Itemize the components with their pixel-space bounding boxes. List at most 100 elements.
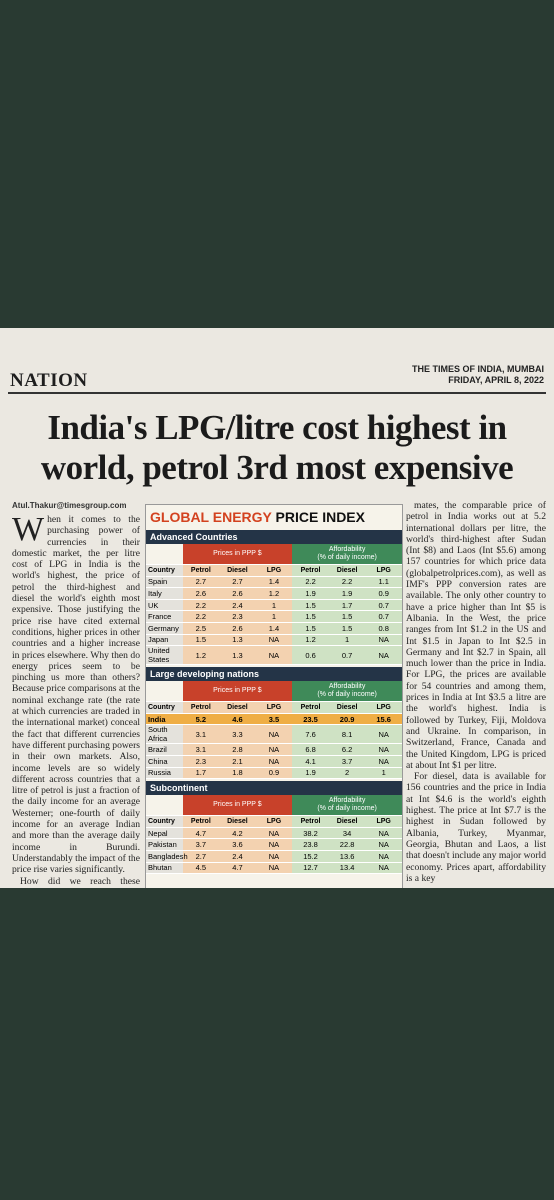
group-header-row: Prices in PPP $ Affordability (% of daily …	[146, 795, 402, 817]
value-cell: 2.5	[182, 622, 220, 635]
table-row: Germany 2.5 2.6 1.4 1.5 1.5 0.8	[146, 622, 402, 635]
value-cell: 4.7	[219, 862, 256, 875]
value-cell: NA	[365, 645, 402, 666]
country-cell: Russia	[146, 767, 183, 780]
country-cell: Pakistan	[146, 838, 183, 851]
column-header: Petrol	[292, 815, 329, 828]
column-header: LPG	[365, 815, 402, 828]
value-cell: 0.8	[365, 622, 402, 635]
table-row: UK 2.2 2.4 1 1.5 1.7 0.7	[146, 599, 402, 612]
value-cell: 2.7	[182, 576, 220, 589]
value-cell: 23.8	[292, 838, 329, 851]
group-title: Prices in PPP $	[213, 801, 262, 809]
value-cell: 23.5	[292, 713, 329, 726]
value-cell: NA	[255, 838, 293, 851]
table-title: GLOBAL ENERGY PRICE INDEX	[146, 505, 402, 528]
value-cell: NA	[255, 724, 293, 745]
group-header: Affordability (% of daily income)	[292, 795, 402, 817]
column-header-row: Country Petrol Diesel LPG Petrol Diesel LPG	[146, 564, 402, 577]
country-cell: Brazil	[146, 743, 183, 756]
column-header: Petrol	[182, 815, 220, 828]
value-cell: 3.1	[182, 724, 220, 745]
value-cell: 3.3	[219, 724, 256, 745]
section-name: Subcontinent	[146, 781, 402, 796]
table-row: Russia 1.7 1.8 0.9 1.9 2 1	[146, 767, 402, 780]
table-row: India 5.2 4.6 3.5 23.5 20.9 15.6	[146, 713, 402, 726]
country-cell: UK	[146, 599, 183, 612]
column-header: LPG	[255, 701, 293, 714]
value-cell: 4.7	[182, 827, 220, 840]
value-cell: 15.2	[292, 850, 329, 863]
value-cell: 1	[365, 767, 402, 780]
value-cell: NA	[255, 755, 293, 768]
table-row: Pakistan 3.7 3.6 NA 23.8 22.8 NA	[146, 838, 402, 851]
section-name: Advanced Countries	[146, 530, 402, 544]
country-cell: India	[146, 713, 183, 726]
table-row: Nepal 4.7 4.2 NA 38.2 34 NA	[146, 827, 402, 840]
value-cell: 1.7	[328, 599, 366, 612]
value-cell: NA	[365, 743, 402, 756]
value-cell: 1.7	[182, 767, 220, 780]
value-cell: 1.3	[219, 645, 256, 666]
column-header: Petrol	[182, 701, 220, 714]
value-cell: 4.6	[219, 713, 256, 726]
table-row: Bangladesh 2.7 2.4 NA 15.2 13.6 NA	[146, 850, 402, 863]
value-cell: 1.3	[219, 634, 256, 647]
group-header: Prices in PPP $	[182, 544, 293, 565]
group-subtitle: (% of daily income)	[317, 805, 377, 813]
value-cell: NA	[365, 755, 402, 768]
value-cell: NA	[365, 838, 402, 851]
group-header-row: Prices in PPP $ Affordability (% of daily …	[146, 681, 402, 703]
table-row: Spain 2.7 2.7 1.4 2.2 2.2 1.1	[146, 576, 402, 589]
table-row: Italy 2.6 2.6 1.2 1.9 1.9 0.9	[146, 587, 402, 600]
country-cell: China	[146, 755, 183, 768]
value-cell: 3.7	[182, 838, 220, 851]
value-cell: 8.1	[328, 724, 366, 745]
group-header-row: Prices in PPP $ Affordability (% of daily …	[146, 544, 402, 565]
column-header: Petrol	[182, 564, 220, 577]
column-header: LPG	[365, 564, 402, 577]
right-column: mates, the comparable price of petrol in…	[406, 500, 546, 884]
value-cell: 2.2	[182, 610, 220, 623]
value-cell: 13.4	[328, 862, 366, 875]
value-cell: 0.9	[365, 587, 402, 600]
section-name: NATION	[10, 370, 88, 391]
value-cell: 2.3	[219, 610, 256, 623]
value-cell: 1.5	[328, 610, 366, 623]
date: FRIDAY, APRIL 8, 2022	[448, 375, 544, 385]
table-row: South Africa 3.1 3.3 NA 7.6 8.1 NA	[146, 724, 402, 745]
value-cell: 1.8	[219, 767, 256, 780]
value-cell: 2	[328, 767, 366, 780]
group-header: Prices in PPP $	[182, 681, 293, 703]
column-header: LPG	[365, 701, 402, 714]
value-cell: 2.8	[219, 743, 256, 756]
value-cell: 22.8	[328, 838, 366, 851]
value-cell: 1.5	[328, 622, 366, 635]
group-subtitle: (% of daily income)	[317, 554, 377, 561]
value-cell: NA	[255, 862, 293, 875]
value-cell: 0.7	[328, 645, 366, 666]
value-cell: 1.4	[255, 622, 293, 635]
group-title: Prices in PPP $	[213, 550, 262, 557]
value-cell: 6.2	[328, 743, 366, 756]
value-cell: 15.6	[365, 713, 402, 726]
column-header: LPG	[255, 564, 293, 577]
group-title: Affordability	[328, 546, 366, 553]
value-cell: 2.1	[219, 755, 256, 768]
column-header-row: Country Petrol Diesel LPG Petrol Diesel LPG	[146, 815, 402, 828]
value-cell: 1.5	[292, 622, 329, 635]
value-cell: NA	[255, 827, 293, 840]
value-cell: 34	[328, 827, 366, 840]
country-cell: United States	[146, 645, 183, 666]
value-cell: 1.9	[328, 587, 366, 600]
value-cell: 2.2	[292, 576, 329, 589]
byline: Atul.Thakur@timesgroup.com	[12, 501, 127, 510]
value-cell: 38.2	[292, 827, 329, 840]
value-cell: NA	[255, 743, 293, 756]
paragraph: mates, the comparable price of petrol in…	[406, 500, 546, 771]
value-cell: 0.7	[365, 610, 402, 623]
value-cell: 1.5	[292, 599, 329, 612]
table-row: Bhutan 4.5 4.7 NA 12.7 13.4 NA	[146, 862, 402, 875]
paragraph: When it comes to the purchasing power of…	[12, 511, 140, 876]
value-cell: 1.1	[365, 576, 402, 589]
